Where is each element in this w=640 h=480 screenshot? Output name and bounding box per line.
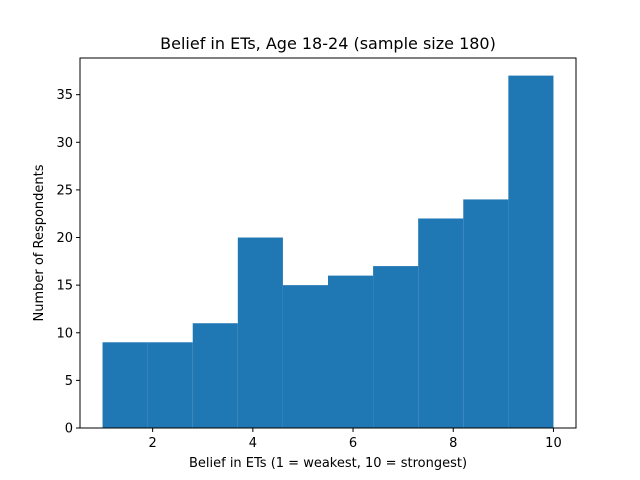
x-tick-label-8: 8 <box>449 436 457 451</box>
y-tick-label-20: 20 <box>56 231 73 246</box>
histogram-bar-10 <box>508 75 554 428</box>
x-tick-label-4: 4 <box>249 436 257 451</box>
y-tick-label-10: 10 <box>56 326 73 341</box>
y-tick-label-5: 5 <box>65 374 73 389</box>
x-tick-label-6: 6 <box>349 436 357 451</box>
plot-frame <box>79 57 577 429</box>
bars-group <box>102 75 554 428</box>
histogram-bar-2 <box>147 342 193 428</box>
histogram-bar-7 <box>373 266 419 428</box>
histogram-bar-5 <box>282 285 328 428</box>
x-axis: 2 4 6 8 10 <box>149 428 562 451</box>
y-tick-label-35: 35 <box>56 88 73 103</box>
y-axis-label: Number of Respondents <box>32 164 47 321</box>
x-tick-label-2: 2 <box>149 436 157 451</box>
y-tick-label-15: 15 <box>56 279 73 294</box>
histogram-bar-9 <box>463 199 509 428</box>
y-tick-label-0: 0 <box>65 422 73 437</box>
histogram-bar-4 <box>237 237 283 428</box>
histogram-bar-8 <box>418 218 464 428</box>
y-tick-label-25: 25 <box>56 183 73 198</box>
histogram-bar-1 <box>102 342 148 428</box>
x-axis-label: Belief in ETs (1 = weakest, 10 = stronge… <box>189 456 467 471</box>
histogram-bar-6 <box>328 275 374 428</box>
y-tick-label-30: 30 <box>56 136 73 151</box>
x-tick-label-10: 10 <box>545 436 562 451</box>
histogram-bar-3 <box>192 323 238 428</box>
chart-title: Belief in ETs, Age 18-24 (sample size 18… <box>160 34 496 53</box>
y-axis: 0 5 10 15 20 25 30 35 <box>56 88 80 437</box>
